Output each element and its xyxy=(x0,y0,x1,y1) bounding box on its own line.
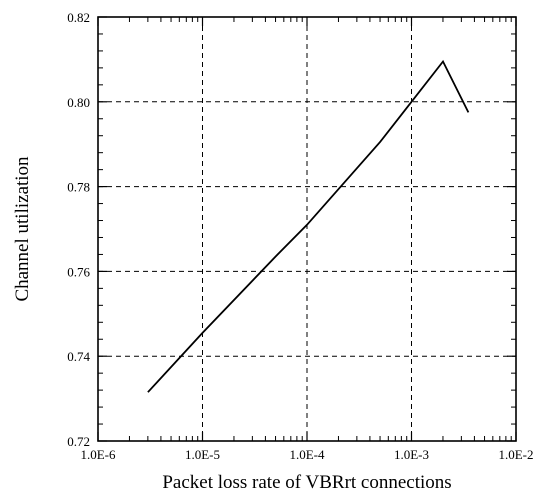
grid-lines xyxy=(98,17,516,441)
x-tick-labels: 1.0E-6 1.0E-5 1.0E-4 1.0E-3 1.0E-2 xyxy=(80,447,533,462)
y-tick-label: 0.74 xyxy=(67,349,90,364)
x-tick-label: 1.0E-5 xyxy=(185,447,220,462)
y-tick-label: 0.78 xyxy=(67,180,90,195)
x-tick-label: 1.0E-3 xyxy=(394,447,429,462)
series-layer xyxy=(147,59,470,393)
y-tick-label: 0.72 xyxy=(67,434,90,449)
series-line xyxy=(147,59,470,393)
y-tick-label: 0.76 xyxy=(67,264,90,279)
plot-frame xyxy=(97,16,517,442)
x-tick-label: 1.0E-4 xyxy=(289,447,325,462)
y-tick-label: 0.82 xyxy=(67,10,90,25)
x-tick-label: 1.0E-6 xyxy=(80,447,116,462)
y-axis-title: Channel utilization xyxy=(12,156,33,302)
y-tick-labels: 0.72 0.74 0.76 0.78 0.80 0.82 xyxy=(67,10,90,449)
x-axis-title: Packet loss rate of VBRrt connections xyxy=(162,472,451,493)
y-tick-label: 0.80 xyxy=(67,95,90,110)
x-tick-label: 1.0E-2 xyxy=(498,447,533,462)
